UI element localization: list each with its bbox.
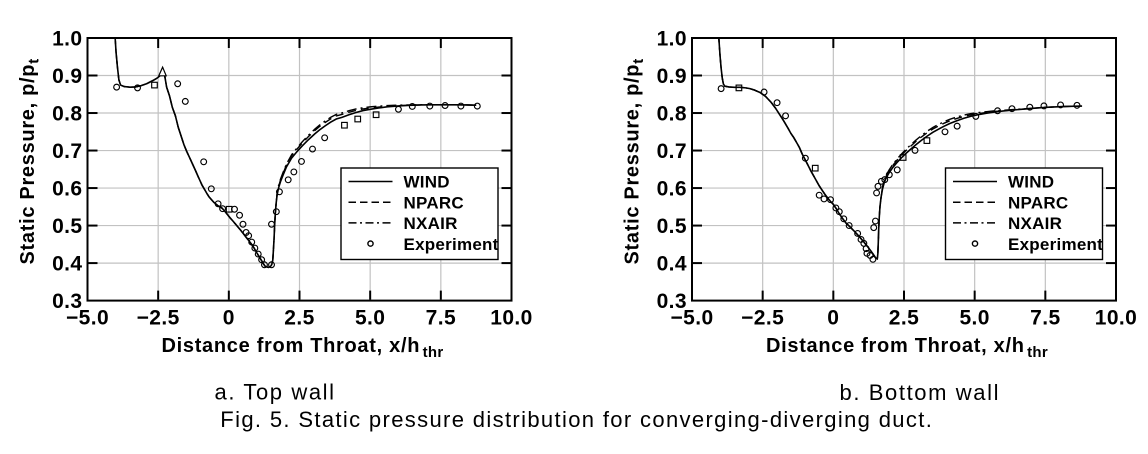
svg-text:1.0: 1.0 (52, 28, 82, 51)
svg-text:b. Bottom wall: b. Bottom wall (840, 380, 1001, 405)
svg-text:−2.5: −2.5 (741, 307, 784, 330)
svg-text:0.4: 0.4 (657, 253, 687, 276)
svg-text:0: 0 (223, 307, 235, 330)
svg-text:2.5: 2.5 (284, 307, 314, 330)
svg-text:NXAIR: NXAIR (404, 214, 458, 233)
svg-text:0: 0 (827, 307, 839, 330)
svg-text:0.6: 0.6 (657, 178, 687, 201)
svg-text:−5.0: −5.0 (66, 307, 109, 330)
svg-text:5.0: 5.0 (355, 307, 385, 330)
svg-text:10.0: 10.0 (490, 307, 532, 330)
svg-text:0.8: 0.8 (52, 103, 82, 126)
svg-text:0.9: 0.9 (657, 65, 687, 88)
svg-text:−5.0: −5.0 (670, 307, 713, 330)
svg-text:0.3: 0.3 (657, 290, 687, 313)
svg-text:0.9: 0.9 (52, 65, 82, 88)
svg-text:1.0: 1.0 (657, 28, 687, 51)
svg-text:WIND: WIND (404, 173, 450, 192)
svg-text:NPARC: NPARC (1008, 193, 1068, 212)
svg-text:−2.5: −2.5 (137, 307, 180, 330)
svg-text:0.7: 0.7 (657, 140, 687, 163)
svg-text:NXAIR: NXAIR (1008, 214, 1062, 233)
svg-text:Experiment: Experiment (1008, 235, 1103, 254)
svg-text:0.7: 0.7 (52, 140, 82, 163)
svg-text:Static Pressure, p/pt: Static Pressure, p/pt (17, 58, 43, 264)
svg-text:0.5: 0.5 (657, 215, 687, 238)
svg-text:a. Top wall: a. Top wall (215, 380, 336, 405)
svg-text:0.6: 0.6 (52, 178, 82, 201)
svg-text:2.5: 2.5 (889, 307, 919, 330)
svg-text:7.5: 7.5 (426, 307, 456, 330)
svg-text:0.4: 0.4 (52, 253, 82, 276)
svg-text:7.5: 7.5 (1030, 307, 1060, 330)
svg-text:Experiment: Experiment (404, 235, 499, 254)
svg-text:WIND: WIND (1008, 173, 1054, 192)
svg-text:5.0: 5.0 (959, 307, 989, 330)
svg-text:0.3: 0.3 (52, 290, 82, 313)
svg-text:NPARC: NPARC (404, 193, 464, 212)
svg-text:0.5: 0.5 (52, 215, 82, 238)
svg-text:Fig. 5. Static pressure distri: Fig. 5. Static pressure distribution for… (220, 407, 933, 432)
svg-text:10.0: 10.0 (1095, 307, 1137, 330)
svg-text:0.8: 0.8 (657, 103, 687, 126)
svg-text:Static Pressure, p/pt: Static Pressure, p/pt (622, 58, 648, 264)
